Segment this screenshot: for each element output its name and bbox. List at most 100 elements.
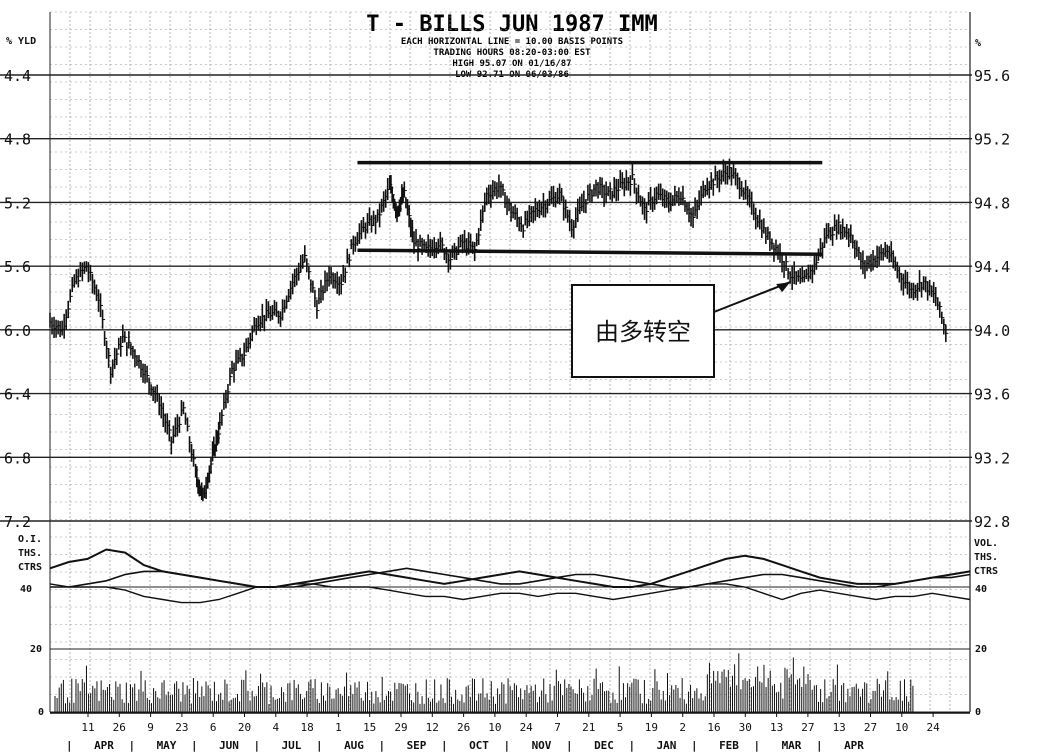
left-tick-label: 4.4 (4, 67, 31, 85)
chart-subtitle-3: HIGH 95.07 ON 01/16/87 (452, 59, 571, 69)
x-date-label: 13 (833, 721, 846, 734)
x-date-label: 20 (238, 721, 251, 734)
x-date-label: 18 (300, 721, 313, 734)
month-separator: | (129, 739, 136, 752)
arrow-head (776, 282, 791, 293)
callout-box (571, 284, 715, 378)
right-tick-label: 94.4 (974, 258, 1010, 276)
month-separator: | (629, 739, 636, 752)
lower-left-tick-0: 0 (38, 707, 44, 718)
annotation-callout: 由多转空 (571, 284, 715, 378)
x-date-label: 23 (175, 721, 188, 734)
vol-label-2: THS. (974, 552, 998, 563)
month-separator: | (254, 739, 261, 752)
month-label: OCT (469, 739, 489, 752)
month-label: NOV (532, 739, 552, 752)
lower-left-tick-20: 20 (30, 644, 42, 655)
x-date-label: 1 (335, 721, 342, 734)
month-separator: | (66, 739, 73, 752)
x-date-label: 30 (739, 721, 752, 734)
right-tick-label: 92.8 (974, 513, 1010, 531)
x-date-label: 13 (770, 721, 783, 734)
month-label: DEC (594, 739, 614, 752)
open-interest-average-line (50, 567, 971, 588)
month-label: SEP (407, 739, 427, 752)
month-label: MAY (157, 739, 177, 752)
left-tick-label: 5.2 (4, 194, 31, 212)
price-series (49, 158, 949, 502)
left-tick-label: 4.8 (4, 131, 31, 149)
month-separator: | (504, 739, 511, 752)
left-axis-label: % YLD (6, 36, 36, 47)
x-date-label: 5 (617, 721, 624, 734)
month-separator: | (566, 739, 573, 752)
chart-title: T - BILLS JUN 1987 IMM (366, 12, 657, 37)
x-date-label: 29 (394, 721, 407, 734)
right-tick-labels: 95.6 95.2 94.8 94.4 94.0 93.6 93.2 92.8 (974, 67, 1010, 531)
support-line (357, 248, 823, 256)
x-date-label: 27 (801, 721, 814, 734)
x-date-label: 26 (113, 721, 126, 734)
vol-label-3: CTRS (974, 566, 998, 577)
x-date-label: 4 (272, 721, 279, 734)
x-date-label: 21 (582, 721, 595, 734)
x-date-label: 10 (488, 721, 501, 734)
month-separator: | (816, 739, 823, 752)
left-tick-label: 6.0 (4, 322, 31, 340)
month-separator: | (379, 739, 386, 752)
month-separator: | (316, 739, 323, 752)
lower-right-tick-20: 20 (975, 644, 987, 655)
trend-lines (357, 160, 823, 256)
month-label: MAR (782, 739, 802, 752)
month-separator: | (191, 739, 198, 752)
x-date-label: 19 (645, 721, 658, 734)
left-tick-label: 6.4 (4, 386, 31, 404)
x-date-label: 10 (895, 721, 908, 734)
left-tick-labels: 4.4 4.8 5.2 5.6 6.0 6.4 6.8 7.2 (4, 67, 31, 531)
x-date-label: 6 (210, 721, 217, 734)
callout-arrow (713, 281, 791, 313)
x-date-label: 26 (457, 721, 470, 734)
right-tick-label: 95.6 (974, 67, 1010, 85)
left-tick-label: 7.2 (4, 513, 31, 531)
month-label: APR (94, 739, 114, 752)
x-axis: 11 26 9 23 6 20 4 18 1 15 29 12 26 10 24 7 21 5 19 2 16 30 13 2… (50, 712, 970, 752)
month-label: FEB (719, 739, 739, 752)
volume-bars (54, 653, 914, 712)
volume-average-line (49, 583, 971, 604)
x-date-label: 24 (926, 721, 940, 734)
lower-right-tick-40: 40 (975, 584, 987, 595)
callout-text: 由多转空 (595, 318, 691, 346)
x-date-label: 24 (520, 721, 534, 734)
right-tick-label: 93.6 (974, 386, 1010, 404)
lower-left-tick-40: 40 (20, 584, 32, 595)
oi-label-1: O.I. (18, 534, 42, 545)
arrow-shaft (713, 281, 791, 313)
left-tick-label: 6.8 (4, 449, 31, 467)
lower-panel-labels: O.I. THS. CTRS VOL. THS. CTRS 40 20 0 40… (18, 534, 998, 718)
x-date-label: 15 (363, 721, 376, 734)
left-tick-label: 5.6 (4, 258, 31, 276)
x-date-label: 16 (707, 721, 720, 734)
open-interest-lines (49, 548, 971, 604)
month-label: APR (844, 739, 864, 752)
month-label: JAN (657, 739, 677, 752)
x-date-label: 27 (864, 721, 877, 734)
right-tick-label: 95.2 (974, 131, 1010, 149)
month-label: JUN (219, 739, 239, 752)
right-tick-label: 93.2 (974, 449, 1010, 467)
chart-subtitle-2: TRADING HOURS 08:20-03:00 EST (433, 48, 591, 58)
x-date-label: 7 (554, 721, 561, 734)
x-date-label: 12 (426, 721, 439, 734)
grid (0, 11, 972, 713)
right-tick-label: 94.0 (974, 322, 1010, 340)
month-separator: | (691, 739, 698, 752)
x-date-label: 2 (679, 721, 686, 734)
month-separator: | (754, 739, 761, 752)
right-axis-label: % (975, 38, 981, 49)
oi-label-3: CTRS (18, 562, 42, 573)
month-label: AUG (344, 739, 364, 752)
chart-subtitle-1: EACH HORIZONTAL LINE = 10.00 BASIS POINT… (401, 37, 623, 47)
vol-label-1: VOL. (974, 538, 998, 549)
